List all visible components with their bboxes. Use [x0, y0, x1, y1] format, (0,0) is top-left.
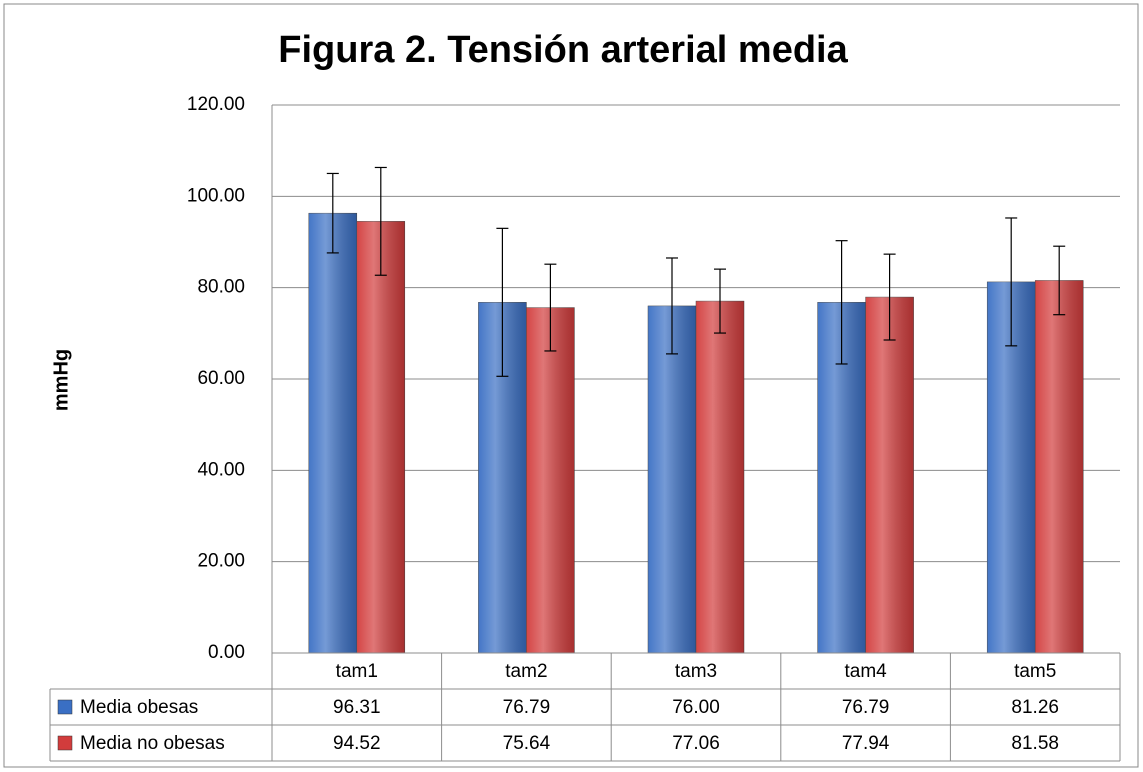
bar-shine: [648, 305, 696, 653]
table-value: 76.00: [672, 697, 720, 718]
bar-shine: [356, 221, 405, 653]
table-value: 75.64: [503, 733, 551, 754]
x-tick-label: tam1: [336, 661, 378, 682]
table-value: 94.52: [333, 733, 381, 754]
x-tick-label: tam5: [1014, 661, 1056, 682]
x-tick-label: tam3: [675, 661, 717, 682]
table-value: 96.31: [333, 697, 381, 718]
bar-shine: [308, 213, 357, 653]
x-tick-label: tam2: [505, 661, 547, 682]
y-tick-label: 100.00: [187, 185, 245, 206]
y-tick-label: 0.00: [208, 642, 245, 663]
table-value: 77.94: [842, 733, 890, 754]
chart-title: Figura 2. Tensión arterial media: [278, 29, 848, 71]
table-value: 81.26: [1011, 697, 1059, 718]
legend-label: Media no obesas: [80, 733, 225, 754]
y-tick-label: 120.00: [187, 94, 245, 115]
legend-key: [57, 735, 73, 751]
y-tick-label: 60.00: [197, 368, 245, 389]
y-tick-label: 80.00: [197, 277, 245, 298]
bar-shine: [696, 301, 744, 653]
legend-label: Media obesas: [80, 697, 198, 718]
bar-shine: [865, 297, 914, 653]
bar-shine: [1035, 280, 1084, 653]
table-value: 76.79: [842, 697, 890, 718]
y-tick-label: 20.00: [197, 551, 245, 572]
y-tick-label: 40.00: [197, 459, 245, 480]
table-value: 76.79: [503, 697, 551, 718]
table-value: 81.58: [1011, 733, 1059, 754]
x-tick-label: tam4: [844, 661, 887, 682]
table-value: 77.06: [672, 733, 720, 754]
y-axis-title: mmHg: [50, 349, 72, 411]
legend-key: [57, 699, 73, 715]
bar-shine: [526, 307, 575, 653]
